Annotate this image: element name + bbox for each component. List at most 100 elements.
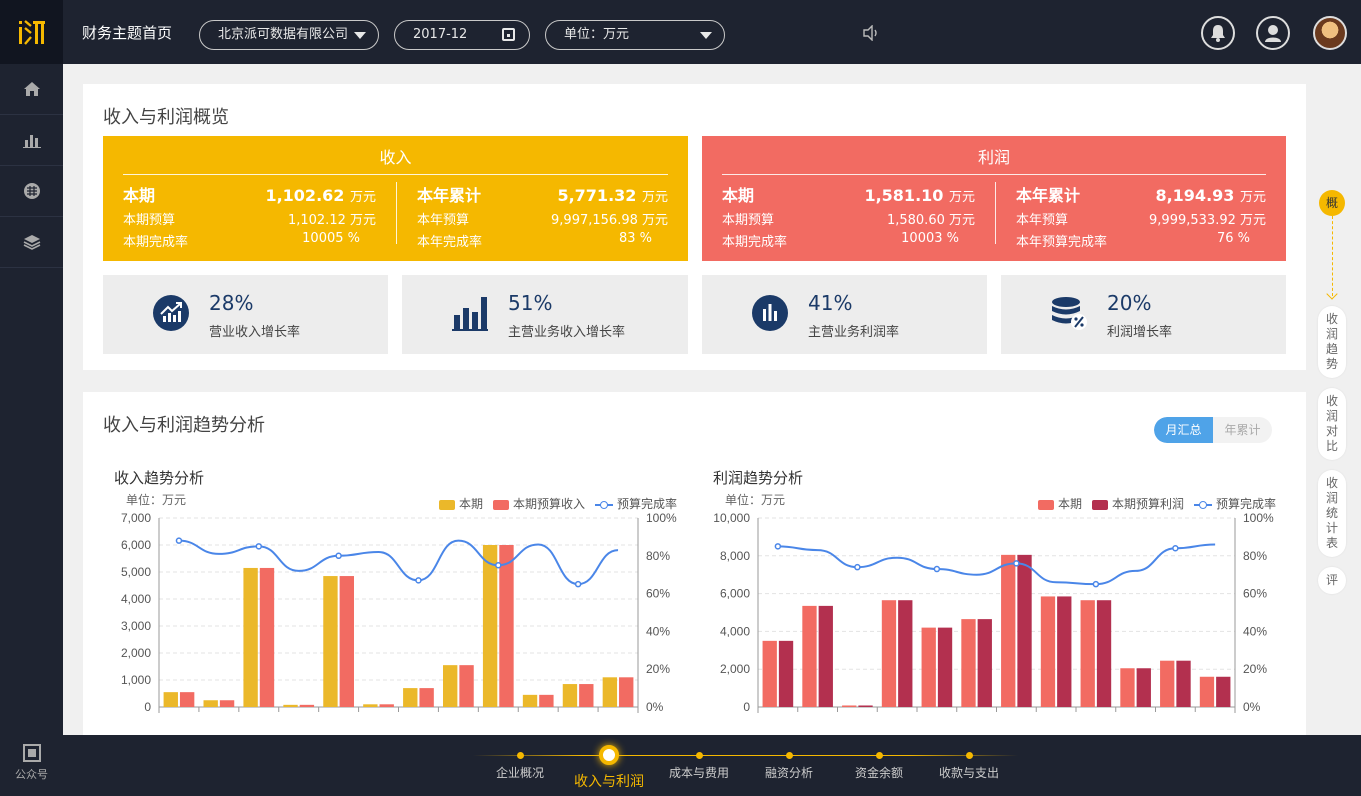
- rate-point: [175, 537, 183, 544]
- period-value: 2017-12: [413, 27, 468, 42]
- nav-dot: [966, 752, 973, 759]
- profit-chart-unit: 单位：万元: [725, 493, 786, 507]
- y2-tick-label: 20%: [646, 662, 670, 676]
- bar: [818, 605, 833, 707]
- income-current-value: 1,102.62: [265, 186, 345, 205]
- bar: [1096, 600, 1112, 707]
- profit-current: 本期 1,581.10 万元 本期预算 1,580.60 万元 本期完成率 10003…: [722, 182, 975, 250]
- rail-tab-label: 评: [1325, 573, 1338, 587]
- y-tick-label: 2,000: [121, 646, 151, 660]
- legend-item[interactable]: 本期: [1038, 495, 1082, 512]
- stat-tile-main-revenue-growth: 51% 主营业务收入增长率: [402, 275, 688, 354]
- y-tick-label: 8,000: [720, 549, 750, 563]
- notification-button[interactable]: [1201, 16, 1235, 50]
- profit-ytd-rate-value: 76 %: [1216, 231, 1250, 246]
- y-tick-label: 1,000: [121, 673, 151, 687]
- y2-tick-label: 80%: [646, 549, 670, 563]
- nav-item-cashflow[interactable]: 收款与支出: [934, 735, 1004, 796]
- profit-ytd-label: 本年累计: [1016, 186, 1081, 205]
- rail-tab-review[interactable]: 评: [1318, 567, 1346, 594]
- sidebar: 公众号: [0, 64, 63, 796]
- speaker-icon[interactable]: [862, 24, 880, 45]
- bar: [977, 619, 992, 707]
- sidebar-item-grid[interactable]: [0, 166, 63, 217]
- nav-dot: [517, 752, 524, 759]
- rail-connector: [1332, 216, 1333, 296]
- bar: [961, 619, 976, 707]
- bar: [898, 600, 913, 707]
- bar: [203, 700, 218, 707]
- bar: [522, 694, 538, 707]
- bar: [1136, 668, 1151, 707]
- qr-label: 公众号: [15, 768, 48, 781]
- bar: [1120, 668, 1135, 707]
- period-picker[interactable]: 2017-12: [394, 20, 530, 50]
- rail-active-overview[interactable]: 概: [1319, 190, 1345, 216]
- company-select[interactable]: 北京派可数据有限公司: [199, 20, 379, 50]
- nav-label: 成本与费用: [668, 766, 729, 780]
- trend-card: 收入与利润趋势分析 月汇总 年累计 收入趋势分析 单位：万元 本期 本期预算收入…: [83, 392, 1306, 735]
- bar: [762, 640, 777, 707]
- legend-swatch: [1092, 499, 1109, 510]
- rail-tab-trend[interactable]: 收润趋势: [1318, 306, 1346, 378]
- income-ytd-rate-value: 83 %: [618, 231, 652, 246]
- income-budget-label: 本期预算: [123, 213, 176, 228]
- legend-item[interactable]: 本期: [439, 495, 483, 512]
- rail-tab-compare[interactable]: 收润对比: [1318, 388, 1346, 460]
- bar-chart-icon: [22, 135, 41, 148]
- bar: [482, 545, 498, 707]
- nav-item-balance[interactable]: 资金余额: [844, 735, 914, 796]
- income-chart-unit: 单位：万元: [126, 493, 187, 507]
- y2-tick-label: 80%: [1243, 549, 1267, 563]
- bar: [1057, 596, 1072, 707]
- unit-select[interactable]: 单位：万元: [545, 20, 725, 50]
- legend-item[interactable]: 本期预算利润: [1092, 495, 1184, 512]
- legend-swatch: [1038, 499, 1054, 510]
- bar: [299, 704, 315, 707]
- nav-item-financing[interactable]: 融资分析: [754, 735, 824, 796]
- income-current-unit: 万元: [349, 190, 376, 205]
- bar: [219, 700, 235, 707]
- stat-value: 20%: [1107, 291, 1152, 315]
- legend-line-icon: [1194, 500, 1213, 510]
- nav-item-cost[interactable]: 成本与费用: [664, 735, 734, 796]
- rate-point: [1172, 544, 1179, 552]
- stat-value: 41%: [808, 291, 853, 315]
- rate-point: [1092, 580, 1100, 588]
- rate-point: [335, 552, 342, 560]
- legend-item[interactable]: 预算完成率: [595, 495, 677, 512]
- nav-item-company[interactable]: 企业概况: [485, 735, 555, 796]
- layers-icon: [23, 235, 40, 250]
- legend-swatch: [439, 499, 455, 510]
- stat-label: 利润增长率: [1107, 325, 1173, 340]
- sidebar-qr[interactable]: 公众号: [0, 736, 63, 796]
- y-tick-label: 2,000: [720, 662, 750, 676]
- user-button[interactable]: [1256, 16, 1290, 50]
- home-icon: [23, 82, 40, 96]
- y2-tick-label: 0%: [1243, 700, 1261, 714]
- toggle-monthly[interactable]: 月汇总: [1154, 417, 1213, 443]
- legend-item[interactable]: 预算完成率: [1194, 495, 1276, 512]
- rail-tab-table[interactable]: 收润统计表: [1318, 470, 1346, 557]
- profit-budget-value: 1,580.60 万元: [886, 213, 975, 228]
- profit-summary: 利润 本期 1,581.10 万元 本期预算 1,580.60 万元 本期完成率 10…: [702, 136, 1286, 261]
- profit-ytd-rate-label: 本年预算完成率: [1016, 235, 1108, 250]
- sidebar-item-home[interactable]: [0, 64, 63, 115]
- bar: [283, 704, 298, 707]
- stat-label: 主营业务收入增长率: [508, 325, 626, 340]
- bell-icon: [1211, 25, 1225, 42]
- avatar[interactable]: [1313, 16, 1347, 50]
- income-budget-value: 1,102.12 万元: [287, 213, 376, 228]
- calendar-icon: [502, 28, 515, 41]
- y-tick-label: 5,000: [121, 565, 151, 579]
- stat-value: 28%: [209, 291, 254, 315]
- sidebar-item-chart[interactable]: [0, 115, 63, 166]
- stat-tile-profit-growth: 20% 利润增长率: [1001, 275, 1286, 354]
- nav-item-income-profit[interactable]: 收入与利润: [569, 735, 649, 796]
- sidebar-item-layers[interactable]: [0, 217, 63, 268]
- toggle-yearly[interactable]: 年累计: [1224, 423, 1261, 437]
- y-tick-label: 4,000: [720, 624, 750, 638]
- profit-ytd-value: 8,194.93: [1155, 186, 1235, 205]
- app-logo[interactable]: [0, 0, 63, 64]
- legend-item[interactable]: 本期预算收入: [493, 495, 585, 512]
